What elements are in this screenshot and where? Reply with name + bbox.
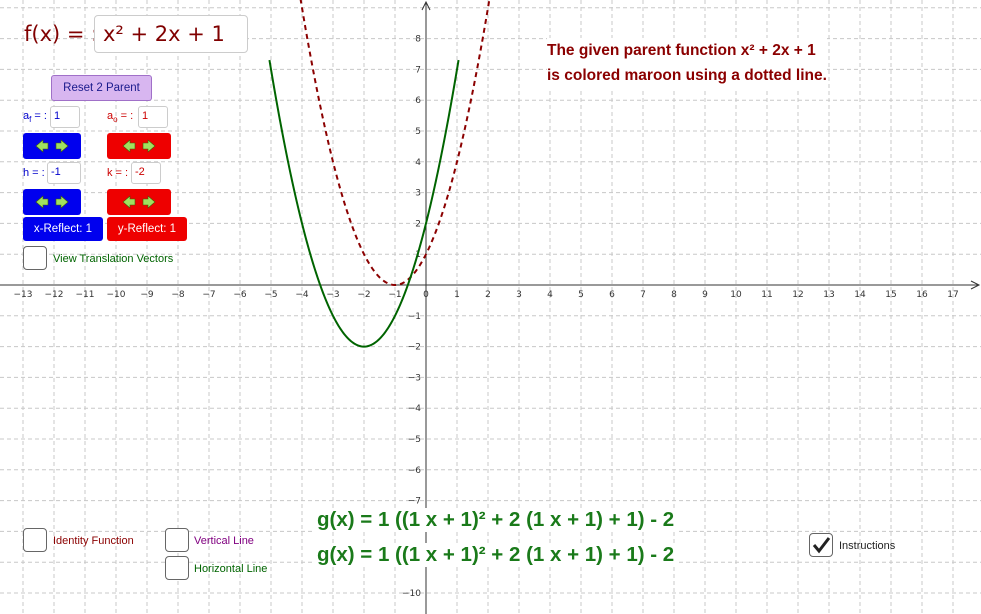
arrow-right-icon[interactable]	[142, 195, 156, 209]
x-tick-label: 17	[947, 290, 958, 300]
x-tick-label: 4	[547, 290, 553, 300]
transformed-function-curve	[268, 59, 460, 348]
y-tick-label: 4	[415, 158, 421, 168]
x-tick-label: −6	[233, 290, 247, 300]
x-tick-label: −8	[171, 290, 185, 300]
x-tick-label: −5	[264, 290, 277, 300]
x-tick-label: 15	[885, 290, 896, 300]
y-tick-label: 5	[415, 127, 421, 137]
x-tick-label: 6	[609, 290, 615, 300]
y-tick-label: −2	[408, 343, 421, 353]
instructions-checkbox[interactable]	[809, 533, 833, 557]
x-tick-label: 13	[823, 290, 834, 300]
x-tick-label: −11	[76, 290, 95, 300]
x-tick-label: 9	[702, 290, 708, 300]
x-tick-label: 16	[916, 290, 928, 300]
x-tick-label: −9	[140, 290, 154, 300]
x-tick-label: −2	[357, 290, 370, 300]
view-vectors-label: View Translation Vectors	[53, 253, 174, 265]
x-tick-label: −3	[326, 290, 339, 300]
x-tick-label: −13	[14, 290, 33, 300]
af-sub: f	[29, 115, 32, 125]
h-input[interactable]: -1	[47, 162, 81, 184]
k-input[interactable]: -2	[131, 162, 161, 184]
arrow-left-icon[interactable]	[122, 195, 136, 209]
y-tick-label: −4	[408, 404, 422, 414]
ao-sub: o	[113, 115, 118, 125]
x-tick-label: 7	[640, 290, 646, 300]
x-tick-label: 11	[761, 290, 772, 300]
ao-arrow-buttons[interactable]	[107, 133, 171, 159]
vertical-line-label: Vertical Line	[194, 535, 254, 547]
checkmark-icon	[812, 537, 831, 554]
view-vectors-checkbox[interactable]	[23, 246, 47, 270]
y-tick-label: −3	[408, 373, 421, 383]
y-tick-label: −10	[402, 589, 421, 599]
x-tick-label: −7	[202, 290, 215, 300]
x-tick-label: 12	[792, 290, 803, 300]
ao-label: ao = :	[107, 110, 133, 124]
function-label: f(x) = :	[24, 22, 99, 46]
k-label: k = :	[107, 167, 129, 179]
y-tick-label: 8	[415, 35, 421, 45]
af-arrow-buttons[interactable]	[23, 133, 81, 159]
vertical-line-checkbox[interactable]	[165, 528, 189, 552]
y-axis-arrow-icon	[421, 0, 431, 11]
x-axis-arrow-icon	[970, 280, 981, 290]
tick-labels: −13 −12 −11 −10 −9 −8 −7 −6 −5 −4 −3 −2 −1 0 1 2 3 4 5 6 7 8 9…	[14, 35, 959, 599]
note-line-2: is colored maroon using a dotted line.	[547, 67, 827, 84]
arrow-right-icon[interactable]	[55, 139, 69, 153]
x-tick-label: 5	[578, 290, 584, 300]
x-reflect-button[interactable]: x-Reflect: 1	[23, 217, 103, 241]
parent-function-note: The given parent function x² + 2x + 1 is…	[547, 38, 827, 88]
arrow-right-icon[interactable]	[142, 139, 156, 153]
x-tick-label: 10	[730, 290, 742, 300]
x-tick-label: −1	[388, 290, 401, 300]
function-input[interactable]: x² + 2x + 1	[94, 15, 248, 53]
x-tick-label: 8	[671, 290, 677, 300]
af-eq: = :	[31, 110, 47, 122]
y-tick-label: 2	[415, 219, 421, 229]
ao-input[interactable]: 1	[138, 106, 168, 128]
g-equation-2: g(x) = 1 ((1 x + 1)² + 2 (1 x + 1) + 1) …	[315, 543, 677, 567]
x-tick-label: 14	[854, 290, 866, 300]
arrow-left-icon[interactable]	[35, 195, 49, 209]
reset-parent-button[interactable]: Reset 2 Parent	[51, 75, 152, 101]
h-arrow-buttons[interactable]	[23, 189, 81, 215]
x-tick-label: 1	[454, 290, 460, 300]
parent-function-curve	[299, 0, 491, 287]
note-line-1: The given parent function x² + 2x + 1	[547, 42, 816, 59]
x-tick-label: 0	[423, 290, 429, 300]
x-tick-label: −12	[45, 290, 64, 300]
y-tick-label: −5	[408, 435, 421, 445]
arrow-left-icon[interactable]	[35, 139, 49, 153]
af-input[interactable]: 1	[50, 106, 80, 128]
af-letter: a	[23, 110, 30, 122]
y-reflect-button[interactable]: y-Reflect: 1	[107, 217, 187, 241]
horizontal-line-checkbox[interactable]	[165, 556, 189, 580]
x-tick-label: 3	[516, 290, 522, 300]
identity-function-checkbox[interactable]	[23, 528, 47, 552]
x-tick-label: −10	[107, 290, 126, 300]
y-tick-label: 3	[415, 189, 421, 199]
x-tick-label: −4	[295, 290, 309, 300]
y-tick-label: 7	[415, 65, 421, 75]
horizontal-line-label: Horizontal Line	[194, 563, 268, 575]
arrow-right-icon[interactable]	[55, 195, 69, 209]
y-tick-label: 6	[415, 96, 421, 106]
y-tick-label: −1	[408, 312, 421, 322]
x-tick-label: 2	[485, 290, 491, 300]
instructions-label: Instructions	[839, 540, 896, 552]
af-label: af = :	[23, 110, 47, 124]
arrow-left-icon[interactable]	[122, 139, 136, 153]
y-tick-label: −6	[408, 466, 422, 476]
g-equation-1: g(x) = 1 ((1 x + 1)² + 2 (1 x + 1) + 1) …	[315, 508, 677, 532]
identity-function-label: Identity Function	[53, 535, 134, 547]
y-tick-label: −7	[408, 497, 421, 507]
ao-letter: a	[107, 110, 114, 122]
h-label: h = :	[23, 167, 45, 179]
k-arrow-buttons[interactable]	[107, 189, 171, 215]
ao-eq: = :	[117, 110, 134, 122]
